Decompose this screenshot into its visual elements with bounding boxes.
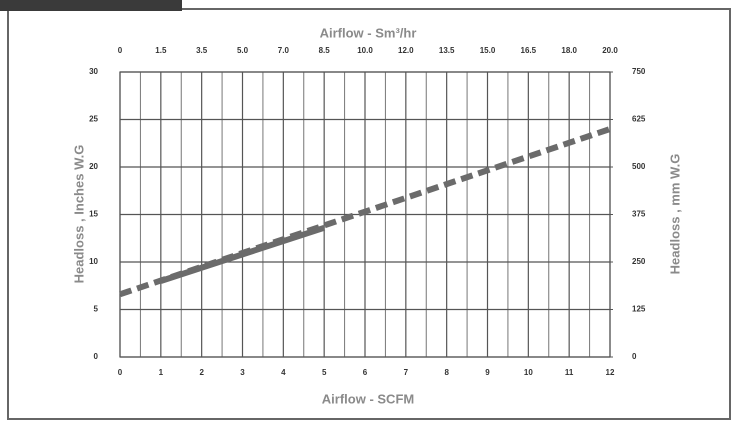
y-tick-label: 30 (89, 67, 98, 76)
y2-tick-label: 750 (632, 67, 646, 76)
y-tick-label: 0 (94, 352, 99, 361)
x2-tick-label: 15.0 (480, 46, 496, 55)
x-tick-label: 0 (118, 368, 123, 377)
x2-tick-label: 0 (118, 46, 123, 55)
x2-tick-label: 8.5 (319, 46, 331, 55)
x2-tick-label: 18.0 (561, 46, 577, 55)
y2-axis-label: Headloss , mm W.G (667, 154, 682, 275)
x-tick-label: 10 (524, 368, 533, 377)
x-tick-label: 1 (159, 368, 164, 377)
x-tick-label: 7 (404, 368, 409, 377)
x2-tick-label: 10.0 (357, 46, 373, 55)
header-tab (0, 0, 182, 11)
y-tick-label: 15 (89, 210, 98, 219)
y2-tick-label: 0 (632, 352, 637, 361)
series-line (119, 126, 611, 298)
x2-tick-label: 7.0 (278, 46, 290, 55)
y-tick-label: 20 (89, 162, 98, 171)
y2-tick-label: 375 (632, 210, 646, 219)
x-tick-label: 8 (444, 368, 449, 377)
x-tick-label: 11 (565, 368, 574, 377)
x-tick-label: 3 (240, 368, 245, 377)
y2-tick-label: 250 (632, 257, 646, 266)
x2-tick-label: 5.0 (237, 46, 249, 55)
x2-tick-label: 16.5 (521, 46, 537, 55)
x-tick-label: 4 (281, 368, 286, 377)
x2-tick-label: 13.5 (439, 46, 455, 55)
y2-tick-label: 625 (632, 115, 646, 124)
x-tick-label: 9 (485, 368, 490, 377)
x2-tick-label: 1.5 (155, 46, 167, 55)
x2-tick-label: 12.0 (398, 46, 414, 55)
y2-tick-label: 125 (632, 305, 646, 314)
y-tick-label: 10 (89, 257, 98, 266)
y-tick-label: 5 (94, 305, 99, 314)
x-tick-label: 6 (363, 368, 368, 377)
x-tick-label: 2 (199, 368, 204, 377)
y-tick-label: 25 (89, 115, 98, 124)
x-axis-label: Airflow - SCFM (322, 391, 414, 406)
x-tick-label: 5 (322, 368, 327, 377)
x-tick-label: 12 (606, 368, 615, 377)
x2-axis-label: Airflow - Sm³/hr (320, 25, 417, 40)
series-line (159, 224, 326, 284)
x2-tick-label: 20.0 (602, 46, 618, 55)
x2-tick-label: 3.5 (196, 46, 208, 55)
y-axis-label: Headloss , Inches W.G (71, 145, 86, 284)
y2-tick-label: 500 (632, 162, 646, 171)
